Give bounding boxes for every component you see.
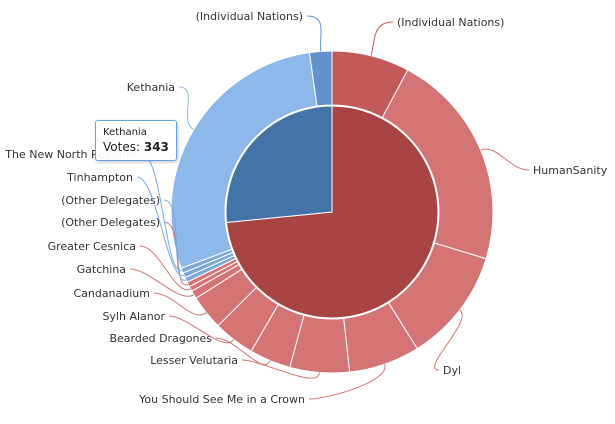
chart-tooltip: Kethania Votes: 343 — [95, 120, 177, 161]
outer-slice-15[interactable] — [308, 50, 333, 107]
connector-line-5 — [215, 337, 271, 366]
slice-label-4: Lesser Velutaria — [150, 354, 238, 367]
connector-line-11 — [163, 199, 187, 281]
connector-line-12 — [136, 176, 185, 276]
tooltip-row: Votes: 343 — [103, 139, 169, 155]
inner-slice-for[interactable] — [225, 105, 333, 223]
connector-line-14 — [178, 86, 194, 131]
slice-label-0: (Individual Nations) — [397, 16, 504, 29]
connector-line-0 — [370, 21, 394, 56]
slice-label-11: (Other Delegates) — [61, 194, 160, 207]
slice-label-12: Tinhampton — [66, 171, 133, 184]
tooltip-value: 343 — [143, 140, 169, 154]
slice-label-7: Candanadium — [73, 287, 150, 300]
connector-line-4 — [241, 359, 320, 379]
tooltip-title: Kethania — [103, 127, 147, 138]
slice-label-5: Bearded Dragones — [109, 332, 212, 345]
connector-line-2 — [434, 309, 463, 371]
connector-line-9 — [139, 245, 191, 291]
slice-label-6: Sylh Alanor — [102, 310, 165, 323]
connector-line-7 — [153, 292, 207, 316]
slice-label-8: Gatchina — [77, 263, 126, 276]
slice-label-14: Kethania — [127, 81, 175, 94]
slice-label-10: (Other Delegates) — [61, 216, 160, 229]
connector-line-15 — [306, 15, 322, 52]
slice-label-1: HumanSanity — [533, 164, 608, 177]
slice-label-2: Dyl — [443, 364, 461, 377]
slice-label-9: Greater Cesnica — [48, 240, 136, 253]
connector-line-1 — [480, 148, 530, 171]
connector-line-8 — [129, 268, 195, 297]
tooltip-label: Votes: — [103, 140, 141, 154]
connector-line-3 — [308, 363, 386, 400]
outer-slice-14[interactable] — [170, 52, 318, 269]
slice-label-3: You Should See Me in a Crown — [138, 393, 305, 406]
slice-label-15: (Individual Nations) — [196, 10, 303, 23]
connector-line-6 — [168, 315, 235, 344]
